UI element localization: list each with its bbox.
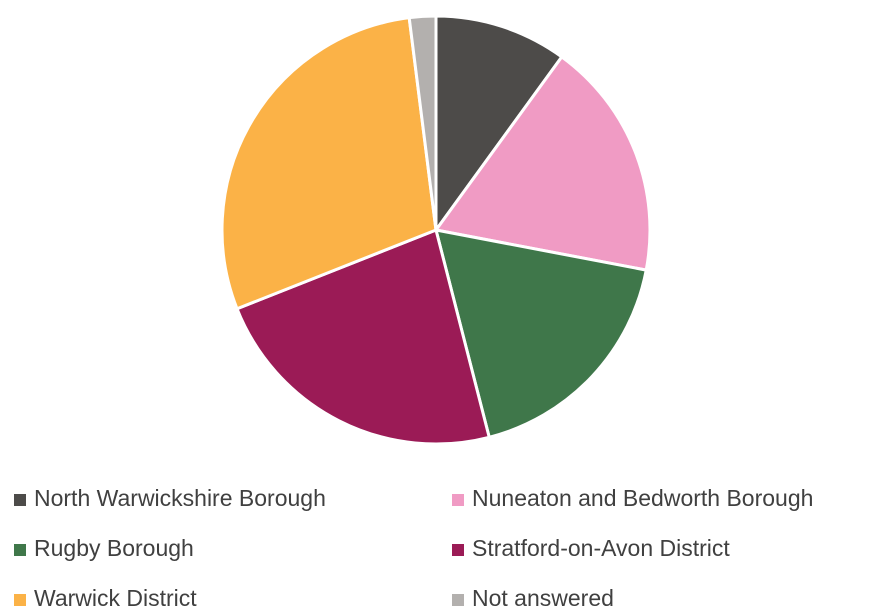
legend-label: Not answered: [472, 585, 614, 611]
legend-swatch: [14, 494, 26, 506]
legend-swatch: [14, 544, 26, 556]
legend-swatch: [452, 544, 464, 556]
legend-label: Warwick District: [34, 585, 197, 611]
pie-slice: [220, 16, 438, 311]
pie-slice: [433, 228, 648, 440]
legend-label: Nuneaton and Bedworth Borough: [472, 485, 813, 511]
legend-swatch: [14, 594, 26, 606]
legend-swatch: [452, 494, 464, 506]
pie-slice: [433, 54, 652, 272]
legend-swatch: [452, 594, 464, 606]
legend-label: Stratford-on-Avon District: [472, 535, 730, 561]
pie-slice: [235, 227, 492, 446]
legend-label: Rugby Borough: [34, 535, 194, 561]
legend-label: North Warwickshire Borough: [34, 485, 326, 511]
pie-slice: [434, 14, 564, 235]
pie-slice: [407, 14, 438, 231]
